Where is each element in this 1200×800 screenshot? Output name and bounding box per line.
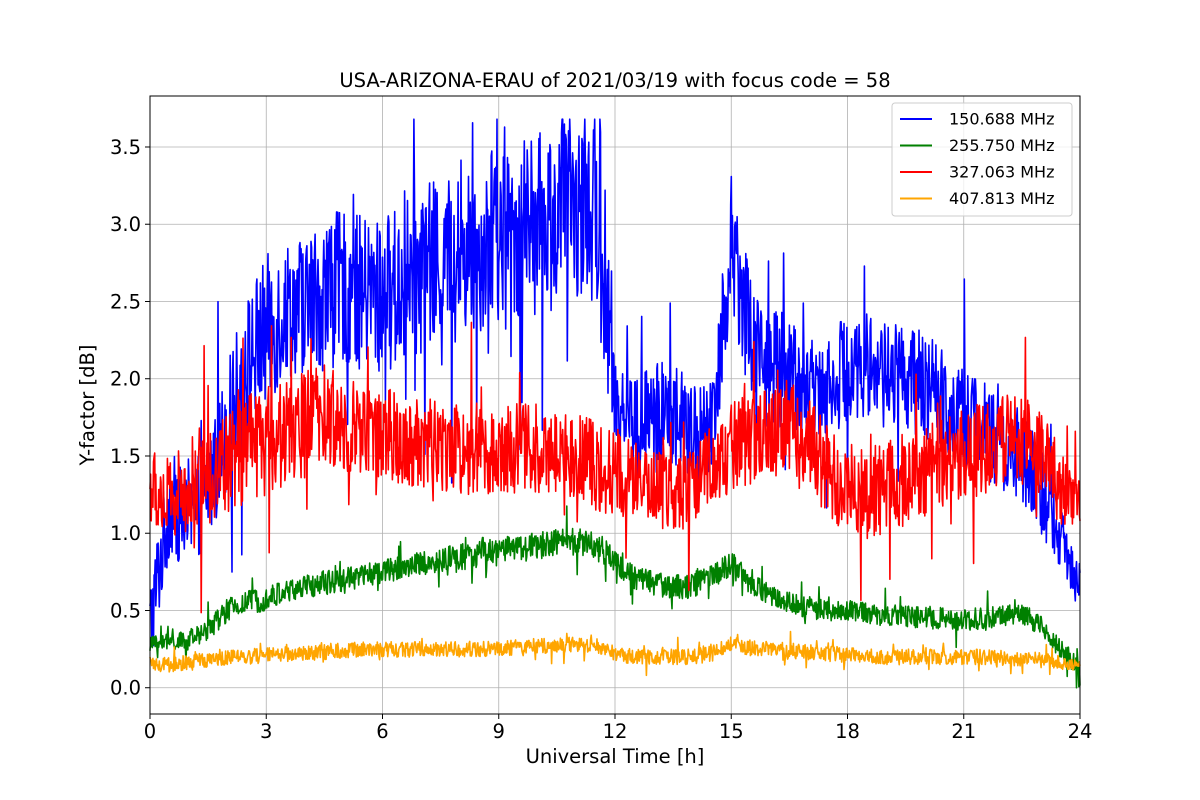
series-line-3: [149, 321, 1081, 614]
legend: 150.688 MHz 255.750 MHz 327.063 MHz 407.813…: [891, 102, 1073, 217]
y-tick-label: 3.0: [110, 213, 141, 236]
series-line-4: [149, 630, 1081, 677]
y-tick-label: 1.5: [110, 445, 141, 468]
y-tick-label: 3.5: [110, 136, 141, 159]
x-tick-label: 3: [260, 720, 272, 743]
series-layer: [149, 118, 1081, 689]
y-tick-label: 2.5: [110, 290, 141, 313]
legend-label: 150.688 MHz: [949, 110, 1054, 129]
series-line-1: [149, 118, 1081, 647]
x-tick-label: 0: [144, 720, 156, 743]
legend-label: 327.063 MHz: [949, 163, 1054, 182]
legend-label: 407.813 MHz: [949, 189, 1054, 208]
series-line-2: [149, 505, 1081, 689]
y-axis: 0.0 0.5 1.0 1.5 2.0 2.5 3.0 3.5: [110, 136, 150, 700]
x-tick-label: 12: [603, 720, 628, 743]
y-tick-label: 1.0: [110, 522, 141, 545]
y-tick-label: 2.0: [110, 368, 141, 391]
legend-label: 255.750 MHz: [949, 136, 1054, 155]
x-tick-label: 24: [1068, 720, 1093, 743]
y-tick-label: 0.5: [110, 599, 141, 622]
x-tick-label: 9: [493, 720, 505, 743]
x-tick-label: 15: [719, 720, 744, 743]
y-tick-label: 0.0: [110, 677, 141, 700]
legend-box: [891, 102, 1073, 217]
x-tick-label: 21: [951, 720, 976, 743]
x-tick-label: 18: [835, 720, 860, 743]
x-tick-label: 6: [376, 720, 388, 743]
x-axis-label: Universal Time [h]: [526, 745, 705, 768]
x-axis: 0 3 6 9 12 15 18 21 24: [144, 714, 1093, 743]
chart-title: USA-ARIZONA-ERAU of 2021/03/19 with focu…: [339, 69, 890, 92]
y-axis-label: Y-factor [dB]: [76, 345, 99, 467]
